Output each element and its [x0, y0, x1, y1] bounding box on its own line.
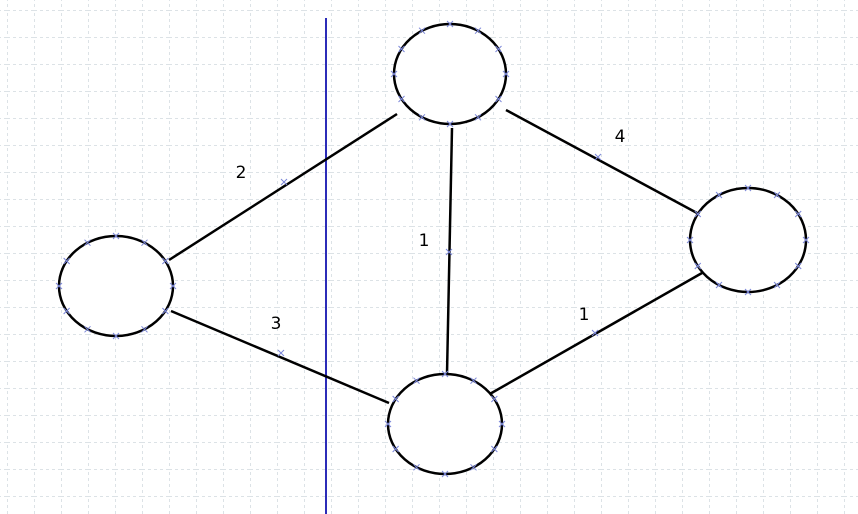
anchor-point-left-7[interactable]: [141, 325, 148, 333]
edge-left-top[interactable]: [168, 112, 398, 262]
edge-midpoint-marker-top-bottom[interactable]: [445, 248, 453, 256]
edges-layer: [168, 108, 703, 405]
node-right[interactable]: [686, 184, 810, 296]
anchor-point-right-4[interactable]: [794, 210, 802, 218]
anchor-point-right-7[interactable]: [773, 281, 781, 289]
anchor-point-bottom-5[interactable]: [498, 420, 506, 428]
edge-label-left-top: 2: [236, 163, 247, 183]
anchor-point-bottom-6[interactable]: [491, 445, 498, 453]
edge-label-bottom-right: 1: [579, 305, 590, 325]
anchor-point-left-9[interactable]: [84, 325, 91, 333]
anchor-point-top-1[interactable]: [418, 27, 426, 35]
node-top[interactable]: [390, 20, 510, 128]
anchor-point-top-11[interactable]: [390, 70, 398, 78]
anchor-point-bottom-8[interactable]: [441, 470, 449, 478]
anchor-point-right-10[interactable]: [694, 262, 702, 270]
anchor-point-right-9[interactable]: [715, 281, 723, 289]
anchor-point-left-5[interactable]: [169, 282, 177, 290]
anchor-point-top-9[interactable]: [418, 113, 426, 121]
edge-labels-layer: 2 4 1 3 1: [236, 127, 626, 334]
anchor-point-bottom-7[interactable]: [470, 463, 477, 471]
node-ellipse-bottom[interactable]: [386, 372, 504, 476]
anchor-point-right-1[interactable]: [715, 191, 723, 199]
anchor-point-left-1[interactable]: [84, 239, 91, 247]
anchor-point-left-8[interactable]: [112, 332, 120, 340]
anchor-point-left-11[interactable]: [55, 282, 63, 290]
anchor-point-bottom-1[interactable]: [413, 377, 420, 385]
anchor-point-top-3[interactable]: [474, 27, 482, 35]
anchor-point-right-0[interactable]: [694, 210, 702, 218]
anchor-point-left-10[interactable]: [63, 307, 70, 315]
anchor-point-top-7[interactable]: [474, 113, 482, 121]
anchor-point-bottom-4[interactable]: [491, 395, 498, 403]
edge-midpoint-marker-bottom-right[interactable]: [591, 329, 599, 337]
anchor-point-bottom-2[interactable]: [441, 370, 449, 378]
edge-label-top-right: 4: [615, 127, 626, 147]
edge-label-left-bottom: 3: [271, 314, 282, 334]
node-left[interactable]: [55, 232, 177, 340]
anchor-point-right-3[interactable]: [773, 191, 781, 199]
edge-label-top-bottom: 1: [419, 231, 430, 251]
edge-midpoint-marker-left-bottom[interactable]: [277, 349, 285, 357]
anchor-point-right-6[interactable]: [794, 262, 802, 270]
edge-left-bottom[interactable]: [170, 309, 390, 405]
nodes-layer: [55, 20, 810, 478]
node-ellipse-top[interactable]: [392, 22, 508, 126]
anchor-point-top-0[interactable]: [398, 45, 405, 53]
anchor-point-bottom-11[interactable]: [384, 420, 392, 428]
anchor-point-bottom-0[interactable]: [392, 395, 399, 403]
anchor-point-top-10[interactable]: [398, 95, 405, 103]
anchor-point-right-5[interactable]: [802, 236, 810, 244]
anchor-point-top-6[interactable]: [495, 95, 502, 103]
anchor-point-bottom-10[interactable]: [392, 445, 399, 453]
anchor-point-bottom-3[interactable]: [470, 377, 477, 385]
anchor-point-left-6[interactable]: [162, 307, 169, 315]
anchor-point-top-4[interactable]: [495, 45, 502, 53]
anchor-point-left-4[interactable]: [162, 257, 169, 265]
anchor-point-left-0[interactable]: [63, 257, 70, 265]
anchor-point-top-2[interactable]: [446, 20, 454, 28]
anchor-point-left-3[interactable]: [141, 239, 148, 247]
edge-top-right[interactable]: [505, 108, 698, 215]
anchor-point-top-8[interactable]: [446, 120, 454, 128]
edge-midpoint-marker-left-top[interactable]: [280, 178, 288, 186]
anchor-point-right-2[interactable]: [744, 184, 752, 192]
anchor-point-right-8[interactable]: [744, 288, 752, 296]
anchor-point-top-5[interactable]: [502, 70, 510, 78]
anchor-point-bottom-9[interactable]: [413, 463, 420, 471]
anchor-point-left-2[interactable]: [112, 232, 120, 240]
anchor-point-right-11[interactable]: [686, 236, 694, 244]
node-bottom[interactable]: [384, 370, 506, 478]
edge-midpoint-marker-top-right[interactable]: [594, 153, 602, 161]
node-ellipse-left[interactable]: [57, 234, 175, 338]
edge-bottom-right[interactable]: [487, 271, 703, 397]
node-ellipse-right[interactable]: [688, 186, 808, 294]
